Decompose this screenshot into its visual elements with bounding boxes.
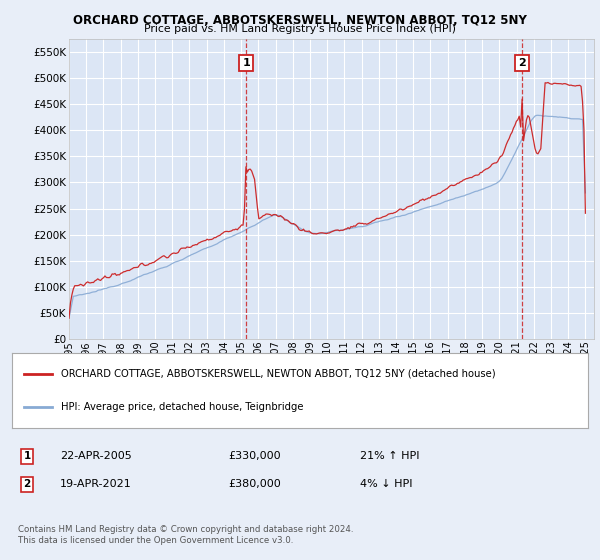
Text: ORCHARD COTTAGE, ABBOTSKERSWELL, NEWTON ABBOT, TQ12 5NY (detached house): ORCHARD COTTAGE, ABBOTSKERSWELL, NEWTON … xyxy=(61,369,496,379)
Text: 4% ↓ HPI: 4% ↓ HPI xyxy=(360,479,413,489)
Text: 1: 1 xyxy=(23,451,31,461)
Text: HPI: Average price, detached house, Teignbridge: HPI: Average price, detached house, Teig… xyxy=(61,402,304,412)
Text: Contains HM Land Registry data © Crown copyright and database right 2024.
This d: Contains HM Land Registry data © Crown c… xyxy=(18,525,353,545)
Text: 21% ↑ HPI: 21% ↑ HPI xyxy=(360,451,419,461)
Text: 2: 2 xyxy=(518,58,526,68)
Text: ORCHARD COTTAGE, ABBOTSKERSWELL, NEWTON ABBOT, TQ12 5NY: ORCHARD COTTAGE, ABBOTSKERSWELL, NEWTON … xyxy=(73,14,527,27)
Text: Price paid vs. HM Land Registry's House Price Index (HPI): Price paid vs. HM Land Registry's House … xyxy=(144,24,456,34)
Text: £330,000: £330,000 xyxy=(228,451,281,461)
Text: £380,000: £380,000 xyxy=(228,479,281,489)
Text: 19-APR-2021: 19-APR-2021 xyxy=(60,479,132,489)
Text: 2: 2 xyxy=(23,479,31,489)
Text: 1: 1 xyxy=(242,58,250,68)
Text: 22-APR-2005: 22-APR-2005 xyxy=(60,451,132,461)
